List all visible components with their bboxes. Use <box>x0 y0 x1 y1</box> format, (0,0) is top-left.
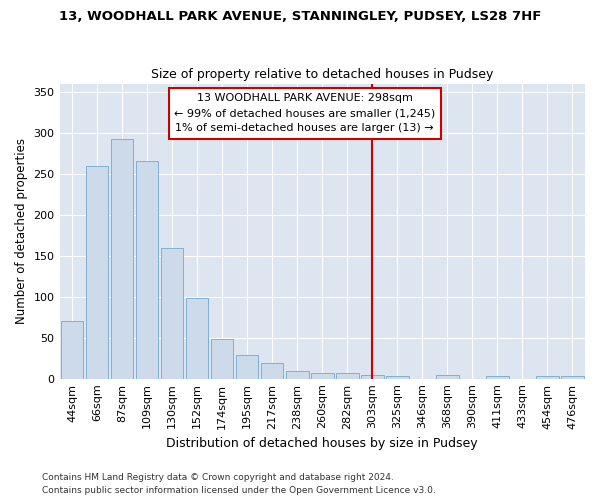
Bar <box>286 372 308 378</box>
Bar <box>536 376 559 378</box>
Bar <box>136 162 158 378</box>
Bar <box>311 373 334 378</box>
X-axis label: Distribution of detached houses by size in Pudsey: Distribution of detached houses by size … <box>166 437 478 450</box>
Bar <box>186 298 208 378</box>
Bar <box>61 322 83 378</box>
Bar <box>436 376 458 378</box>
Y-axis label: Number of detached properties: Number of detached properties <box>15 138 28 324</box>
Text: 13, WOODHALL PARK AVENUE, STANNINGLEY, PUDSEY, LS28 7HF: 13, WOODHALL PARK AVENUE, STANNINGLEY, P… <box>59 10 541 23</box>
Bar <box>111 140 133 378</box>
Text: 13 WOODHALL PARK AVENUE: 298sqm
← 99% of detached houses are smaller (1,245)
1% : 13 WOODHALL PARK AVENUE: 298sqm ← 99% of… <box>174 94 436 133</box>
Bar <box>86 166 109 378</box>
Title: Size of property relative to detached houses in Pudsey: Size of property relative to detached ho… <box>151 68 493 81</box>
Bar <box>486 376 509 378</box>
Bar <box>211 338 233 378</box>
Bar <box>561 376 584 378</box>
Bar <box>361 374 383 378</box>
Bar <box>261 363 283 378</box>
Bar <box>161 248 184 378</box>
Text: Contains HM Land Registry data © Crown copyright and database right 2024.
Contai: Contains HM Land Registry data © Crown c… <box>42 474 436 495</box>
Bar <box>386 376 409 378</box>
Bar <box>336 373 359 378</box>
Bar <box>236 355 259 378</box>
